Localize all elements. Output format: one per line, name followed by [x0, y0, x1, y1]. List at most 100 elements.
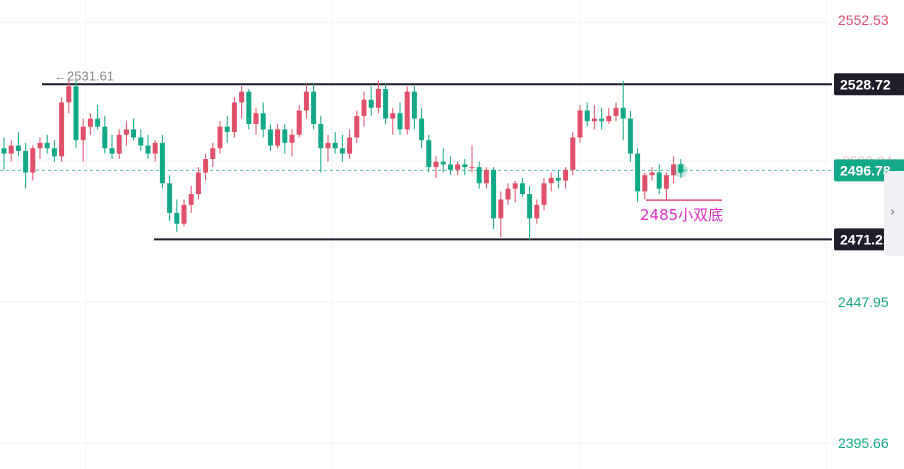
candle-body [527, 194, 533, 219]
candle-body [73, 86, 79, 141]
candle-body [512, 183, 518, 189]
candle-body [563, 169, 569, 181]
current-price-dot [677, 167, 684, 174]
candle-body [116, 134, 122, 154]
candle-body [195, 172, 201, 195]
candle-body [339, 148, 345, 154]
candle-body [37, 142, 43, 149]
candle-body [347, 137, 353, 154]
candle-body [1, 148, 7, 154]
candle-body [642, 175, 648, 192]
scroll-right-handle[interactable]: › [884, 171, 904, 256]
candle-body [462, 164, 468, 168]
candle-body [267, 129, 273, 146]
candle-body [246, 91, 252, 124]
y-tick-label: 2447.95 [838, 294, 889, 310]
candle-body [159, 142, 165, 184]
candle-body [131, 129, 137, 138]
candle-body [275, 129, 281, 146]
price-tag [834, 73, 904, 96]
price-tag-label: 2496.78 [840, 162, 891, 178]
candle-body [303, 91, 309, 111]
candle-body [181, 204, 187, 224]
y-tick-label: 2552.53 [838, 12, 889, 28]
candle-body [239, 91, 245, 103]
candle-body [210, 148, 216, 160]
candle-body [584, 110, 590, 122]
candle-body [167, 183, 173, 213]
candle-body [541, 183, 547, 205]
candle-body [656, 172, 662, 189]
candle-body [325, 142, 331, 149]
candle-body [663, 175, 669, 189]
candle-body [476, 167, 482, 184]
candle-body [649, 172, 655, 176]
grid-layer [0, 0, 832, 469]
candle-body [51, 148, 57, 157]
candle-body [555, 177, 561, 181]
candle-body [15, 145, 21, 151]
candle-body [152, 142, 158, 154]
candle-body [253, 113, 259, 124]
candle-body [109, 148, 115, 154]
candle-body [606, 115, 612, 122]
candle-body [419, 118, 425, 141]
candle-body [498, 199, 504, 219]
candle-body [44, 142, 50, 149]
candle-body [505, 188, 511, 200]
candle-body [361, 99, 367, 116]
candle-body [145, 145, 151, 154]
price-tag-label: 2471.21 [840, 231, 891, 247]
candle-body [635, 153, 641, 192]
candle-body [87, 118, 93, 127]
candles-layer [1, 78, 684, 240]
candle-body [671, 164, 677, 176]
candle-body [534, 204, 540, 219]
double-bottom-label: 2485小双底 [640, 206, 723, 224]
candle-body [332, 142, 338, 149]
price-tag-label: 2528.72 [840, 76, 891, 92]
candle-body [426, 140, 432, 168]
candle-body [224, 126, 230, 133]
candle-body [447, 164, 453, 170]
y-tick-label: 2395.66 [838, 435, 889, 451]
candle-body [231, 102, 237, 133]
candle-body [390, 113, 396, 119]
candle-body [217, 126, 223, 149]
candle-body [311, 91, 317, 124]
candle-body [469, 167, 475, 169]
candle-body [123, 129, 129, 135]
candle-body [433, 161, 439, 168]
candle-body [383, 88, 389, 119]
candle-body [599, 118, 605, 122]
candle-body [138, 137, 144, 146]
level-lines-layer [0, 83, 832, 241]
candle-body [455, 164, 461, 170]
candle-body [591, 118, 597, 122]
candle-body [404, 91, 410, 130]
annotation-layer: ←2531.61 2485小双底 [54, 69, 723, 225]
candle-body [570, 137, 576, 170]
candle-body [203, 159, 209, 173]
chevron-right-icon: › [890, 205, 896, 220]
candle-body [260, 113, 266, 130]
candle-body [174, 212, 180, 224]
candle-body [66, 86, 72, 103]
candle-body [80, 126, 86, 141]
candle-body [188, 194, 194, 205]
candle-body [30, 148, 36, 173]
candle-body [354, 115, 360, 138]
candle-body [289, 134, 295, 143]
candle-body [491, 169, 497, 219]
candle-body [318, 123, 324, 149]
candle-body [102, 126, 108, 149]
candle-body [23, 150, 29, 173]
candle-body [519, 183, 525, 195]
candle-body [282, 129, 288, 143]
candle-body [678, 164, 684, 170]
candle-body [440, 161, 446, 165]
high-price-label: ←2531.61 [54, 69, 114, 84]
candle-body [483, 169, 489, 184]
